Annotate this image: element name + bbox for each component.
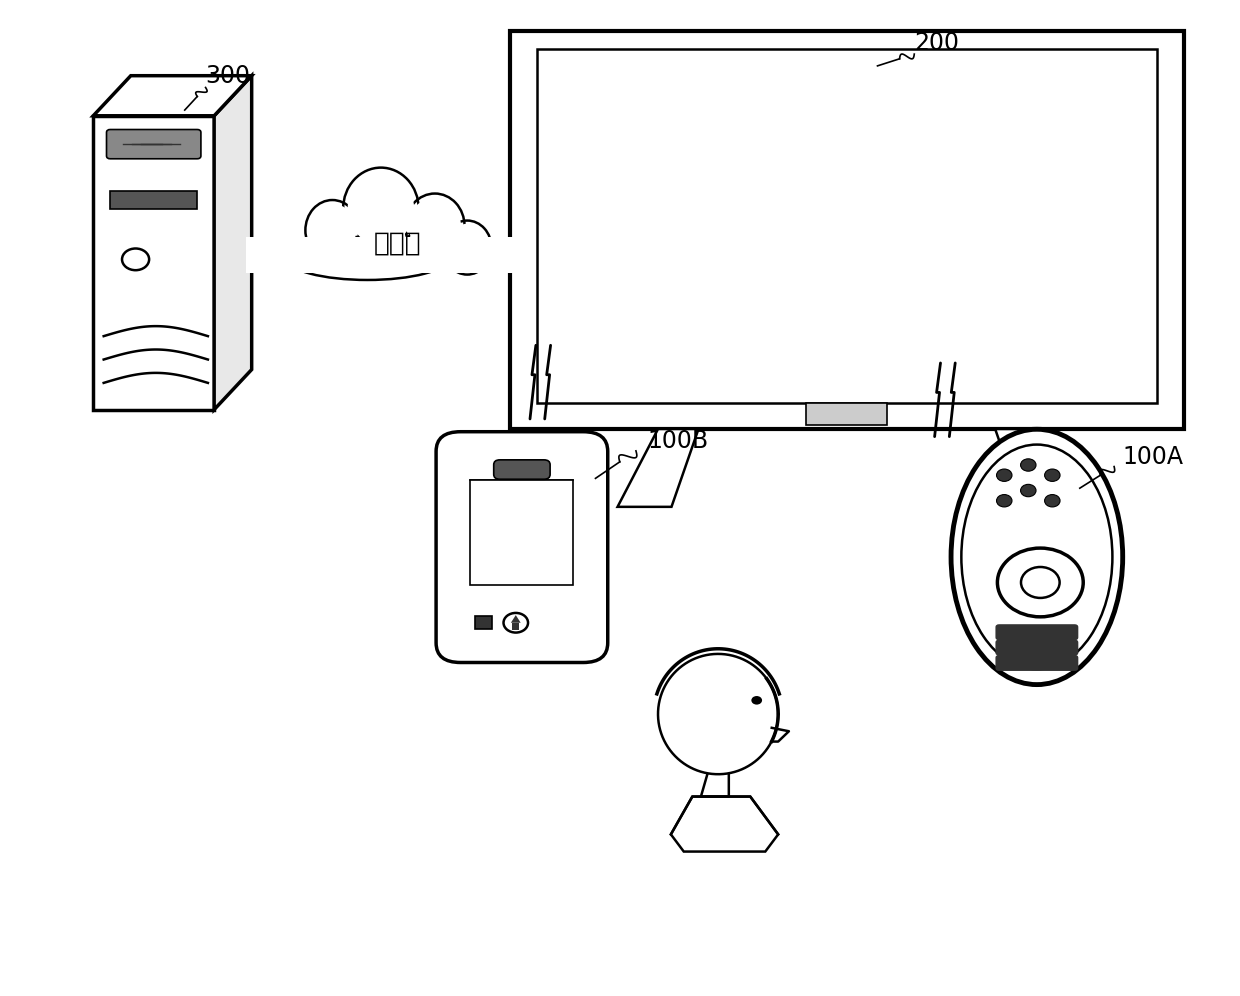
FancyBboxPatch shape — [107, 129, 201, 158]
Ellipse shape — [446, 224, 489, 271]
Ellipse shape — [296, 239, 439, 277]
Polygon shape — [93, 76, 252, 116]
Circle shape — [1021, 459, 1035, 471]
Polygon shape — [246, 237, 516, 274]
FancyBboxPatch shape — [996, 639, 1079, 655]
Ellipse shape — [347, 172, 414, 245]
Text: 300: 300 — [205, 64, 250, 88]
Ellipse shape — [961, 444, 1112, 669]
FancyBboxPatch shape — [494, 460, 551, 479]
Polygon shape — [93, 116, 215, 409]
Ellipse shape — [951, 429, 1122, 684]
Polygon shape — [618, 429, 698, 507]
Circle shape — [1044, 469, 1060, 481]
FancyBboxPatch shape — [996, 624, 1079, 640]
FancyBboxPatch shape — [996, 654, 1079, 671]
Circle shape — [1021, 567, 1060, 598]
Text: 200: 200 — [914, 31, 959, 56]
Text: 100B: 100B — [647, 429, 708, 453]
Ellipse shape — [309, 203, 356, 257]
Circle shape — [751, 696, 763, 704]
Circle shape — [997, 548, 1084, 617]
Text: 100A: 100A — [1122, 445, 1184, 469]
Circle shape — [503, 613, 528, 632]
Circle shape — [1021, 484, 1035, 497]
Text: 互联网: 互联网 — [373, 230, 420, 256]
FancyBboxPatch shape — [436, 431, 608, 662]
Ellipse shape — [409, 197, 461, 254]
Ellipse shape — [405, 193, 465, 258]
Polygon shape — [510, 32, 1184, 429]
Circle shape — [122, 248, 149, 270]
Polygon shape — [215, 76, 252, 409]
FancyBboxPatch shape — [512, 622, 520, 630]
FancyBboxPatch shape — [475, 617, 492, 629]
Circle shape — [997, 495, 1012, 507]
FancyBboxPatch shape — [806, 403, 888, 424]
Polygon shape — [537, 49, 1157, 403]
Polygon shape — [996, 429, 1076, 507]
Polygon shape — [671, 797, 779, 852]
FancyBboxPatch shape — [470, 480, 573, 586]
Ellipse shape — [305, 200, 360, 261]
Ellipse shape — [443, 220, 491, 275]
Circle shape — [997, 469, 1012, 481]
FancyBboxPatch shape — [110, 191, 197, 209]
Ellipse shape — [343, 167, 419, 250]
Polygon shape — [511, 616, 521, 622]
Ellipse shape — [286, 237, 449, 280]
Circle shape — [1044, 495, 1060, 507]
